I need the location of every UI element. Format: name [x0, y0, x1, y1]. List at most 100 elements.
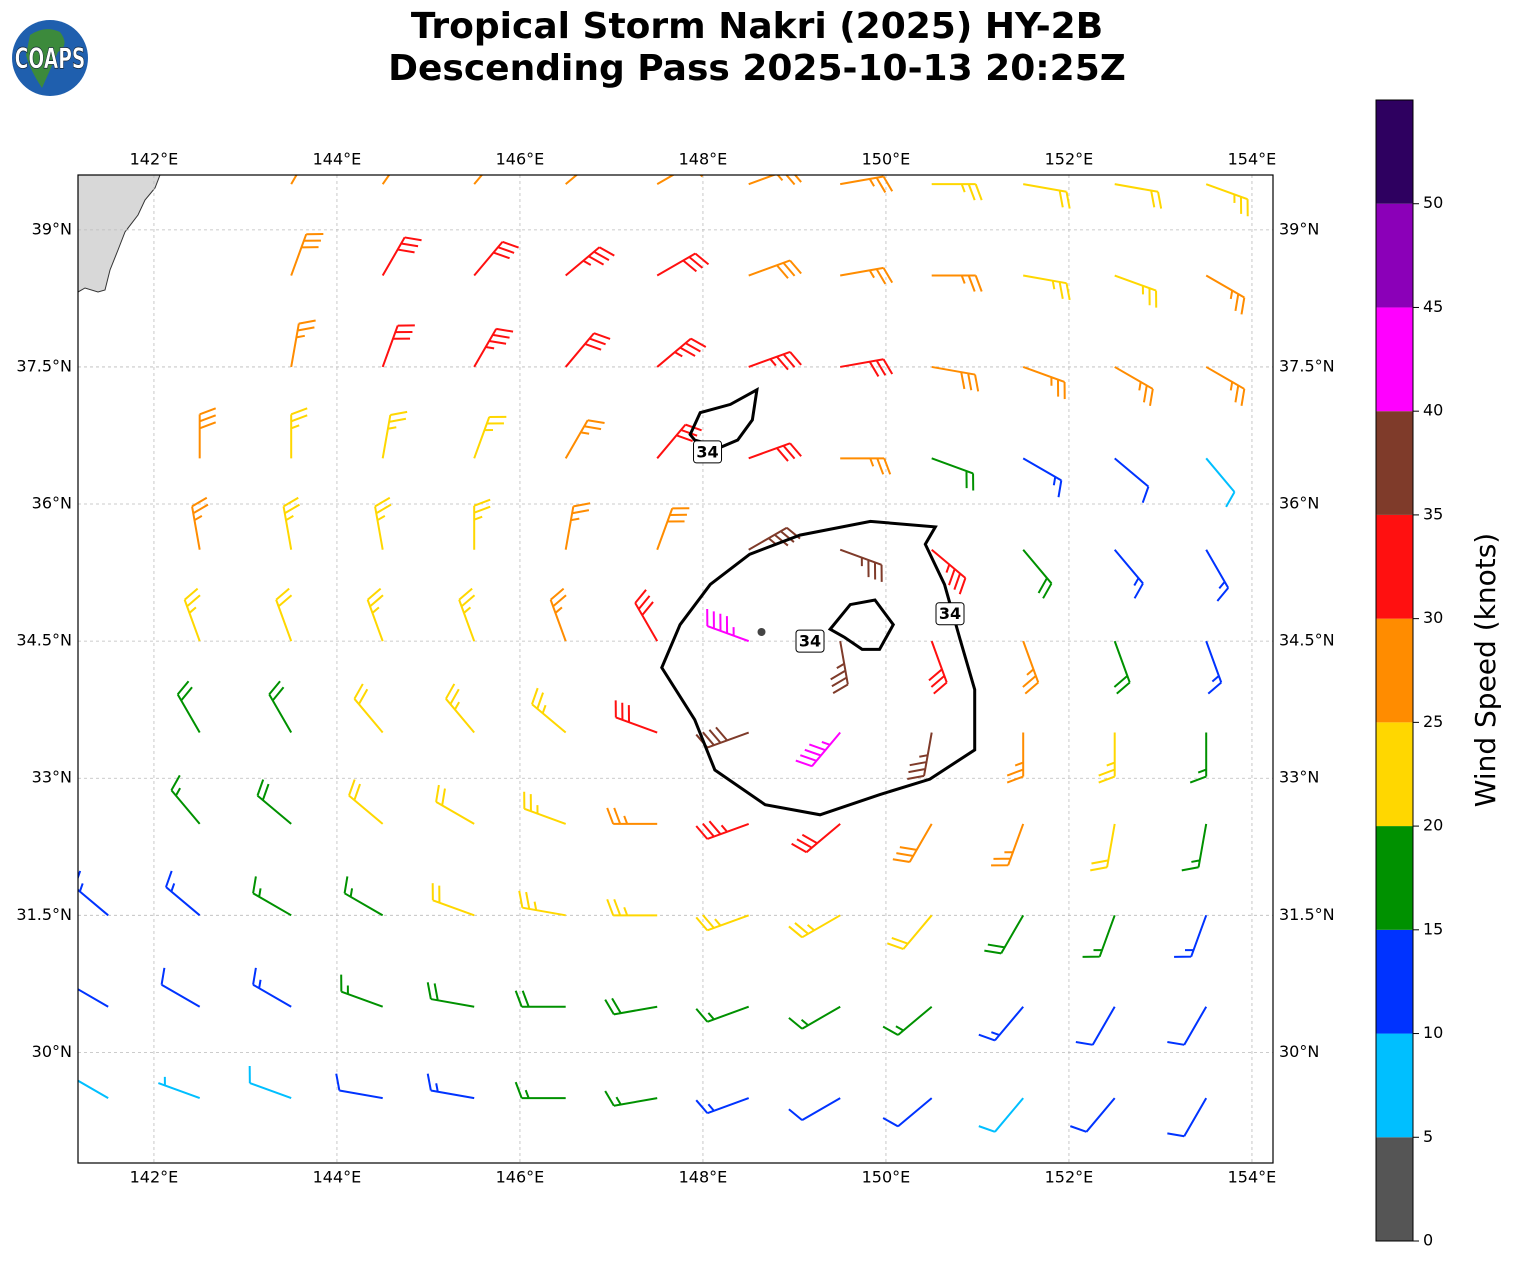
wind-barb — [604, 997, 658, 1016]
colorbar-segment — [1376, 826, 1413, 930]
wind-barb — [928, 640, 948, 695]
wind-barb — [830, 640, 849, 695]
wind-barb — [840, 457, 892, 475]
wind-barb — [170, 774, 201, 825]
wind-barb — [1069, 1097, 1116, 1133]
wind-barb — [1189, 732, 1208, 784]
storm-center — [757, 627, 766, 636]
x-tick-label: 152°E — [1045, 150, 1094, 169]
wind-barb — [290, 319, 316, 368]
wind-barb — [564, 419, 605, 459]
colorbar-tick-label: 30 — [1423, 608, 1443, 627]
chart-title: Tropical Storm Nakri (2025) HY-2B — [411, 6, 1103, 47]
x-tick-label: 144°E — [313, 150, 362, 169]
wind-barb — [268, 680, 293, 734]
y-tick-label: 33°N — [32, 768, 72, 787]
colorbar-segment — [1376, 100, 1413, 204]
colorbar-segment — [1376, 1033, 1413, 1138]
wind-barb — [531, 687, 567, 734]
colorbar-segment — [1376, 307, 1413, 412]
wind-barb — [614, 700, 658, 734]
wind-barb — [256, 779, 292, 825]
wind-barb — [381, 410, 408, 459]
map-frame — [77, 174, 1274, 1164]
y-tick-label: 30°N — [1279, 1042, 1319, 1061]
colorbar-tick-label: 40 — [1423, 401, 1443, 420]
wind-barb — [381, 236, 422, 277]
y-tick-label: 33°N — [1279, 768, 1319, 787]
wind-barb — [840, 358, 894, 377]
wind-barb — [839, 548, 883, 582]
wind-barb — [882, 1005, 933, 1036]
wind-barb — [431, 883, 475, 917]
contour-line — [660, 519, 977, 817]
wind-barb — [353, 683, 384, 734]
wind-barb — [1114, 274, 1158, 308]
wind-barb — [656, 337, 707, 368]
wind-barb — [931, 548, 967, 595]
wind-barb — [518, 890, 566, 917]
wind-barb — [183, 587, 201, 642]
colorbar-tick-label: 15 — [1423, 919, 1443, 938]
colorbar-segment — [1376, 618, 1413, 723]
wind-barb — [931, 365, 980, 392]
colorbar-tick-label: 5 — [1423, 1127, 1433, 1146]
wind-barb — [634, 589, 659, 642]
wind-barb — [1114, 457, 1150, 504]
y-tick-label: 36°N — [32, 494, 72, 513]
x-tick-label: 150°E — [862, 1168, 911, 1187]
wind-barb — [706, 608, 750, 643]
x-tick-label: 146°E — [496, 150, 545, 169]
colorbar-tick-label: 0 — [1423, 1231, 1433, 1250]
wind-barb — [788, 1097, 841, 1121]
wind-barb — [1082, 914, 1116, 958]
colorbar-tick-label: 10 — [1423, 1023, 1443, 1042]
x-tick-label: 152°E — [1045, 1168, 1094, 1187]
wind-barb — [978, 1097, 1024, 1133]
wind-barb — [978, 1006, 1024, 1042]
x-tick-label: 146°E — [496, 1168, 545, 1187]
y-tick-label: 37.5°N — [16, 356, 72, 375]
wind-barb — [275, 587, 293, 642]
colorbar-frame — [1375, 99, 1414, 1242]
y-tick-label: 37.5°N — [1279, 356, 1335, 375]
wind-barb — [426, 1073, 475, 1100]
wind-barb — [1023, 274, 1071, 301]
wind-barb — [1023, 183, 1071, 209]
wind-barb — [1022, 365, 1066, 400]
chart-subtitle: Descending Pass 2025-10-13 20:25Z — [388, 48, 1126, 89]
wind-barb — [788, 1005, 841, 1030]
wind-barb — [840, 266, 894, 285]
wind-barb — [907, 732, 933, 780]
logo-text: COAPS — [15, 41, 86, 75]
wind-barb — [1113, 549, 1144, 599]
wind-barb — [606, 807, 658, 825]
x-tick-label: 154°E — [1228, 1168, 1277, 1187]
wind-barb — [1090, 823, 1116, 872]
y-tick-label: 39°N — [1279, 219, 1319, 238]
colorbar-tick-label: 25 — [1423, 712, 1443, 731]
wind-barb — [473, 327, 514, 368]
colorbar-tick-label: 35 — [1423, 504, 1443, 523]
wind-barb — [290, 407, 308, 459]
colorbar-label: Wind Speed (knots) — [1469, 533, 1502, 807]
colorbar-segment — [1376, 203, 1413, 308]
wind-barb — [604, 1090, 658, 1107]
wind-barb — [695, 820, 750, 840]
wind-barb — [695, 1097, 750, 1115]
colorbar-tick-label: 45 — [1423, 297, 1443, 316]
colorbar-segment — [1376, 514, 1413, 619]
wind-barb — [549, 587, 567, 642]
x-tick-label: 148°E — [679, 150, 728, 169]
wind-barb — [991, 823, 1025, 867]
wind-barb — [1205, 640, 1223, 695]
wind-barb — [523, 791, 567, 825]
contour-label: 34 — [939, 604, 961, 623]
wind-barb — [606, 898, 658, 917]
wind-barb — [1022, 457, 1063, 498]
wind-barb — [1205, 274, 1246, 315]
wind-barb — [335, 1073, 383, 1100]
wind-barb — [882, 1097, 933, 1128]
wind-barb — [840, 175, 894, 193]
wind-barb — [366, 587, 384, 642]
